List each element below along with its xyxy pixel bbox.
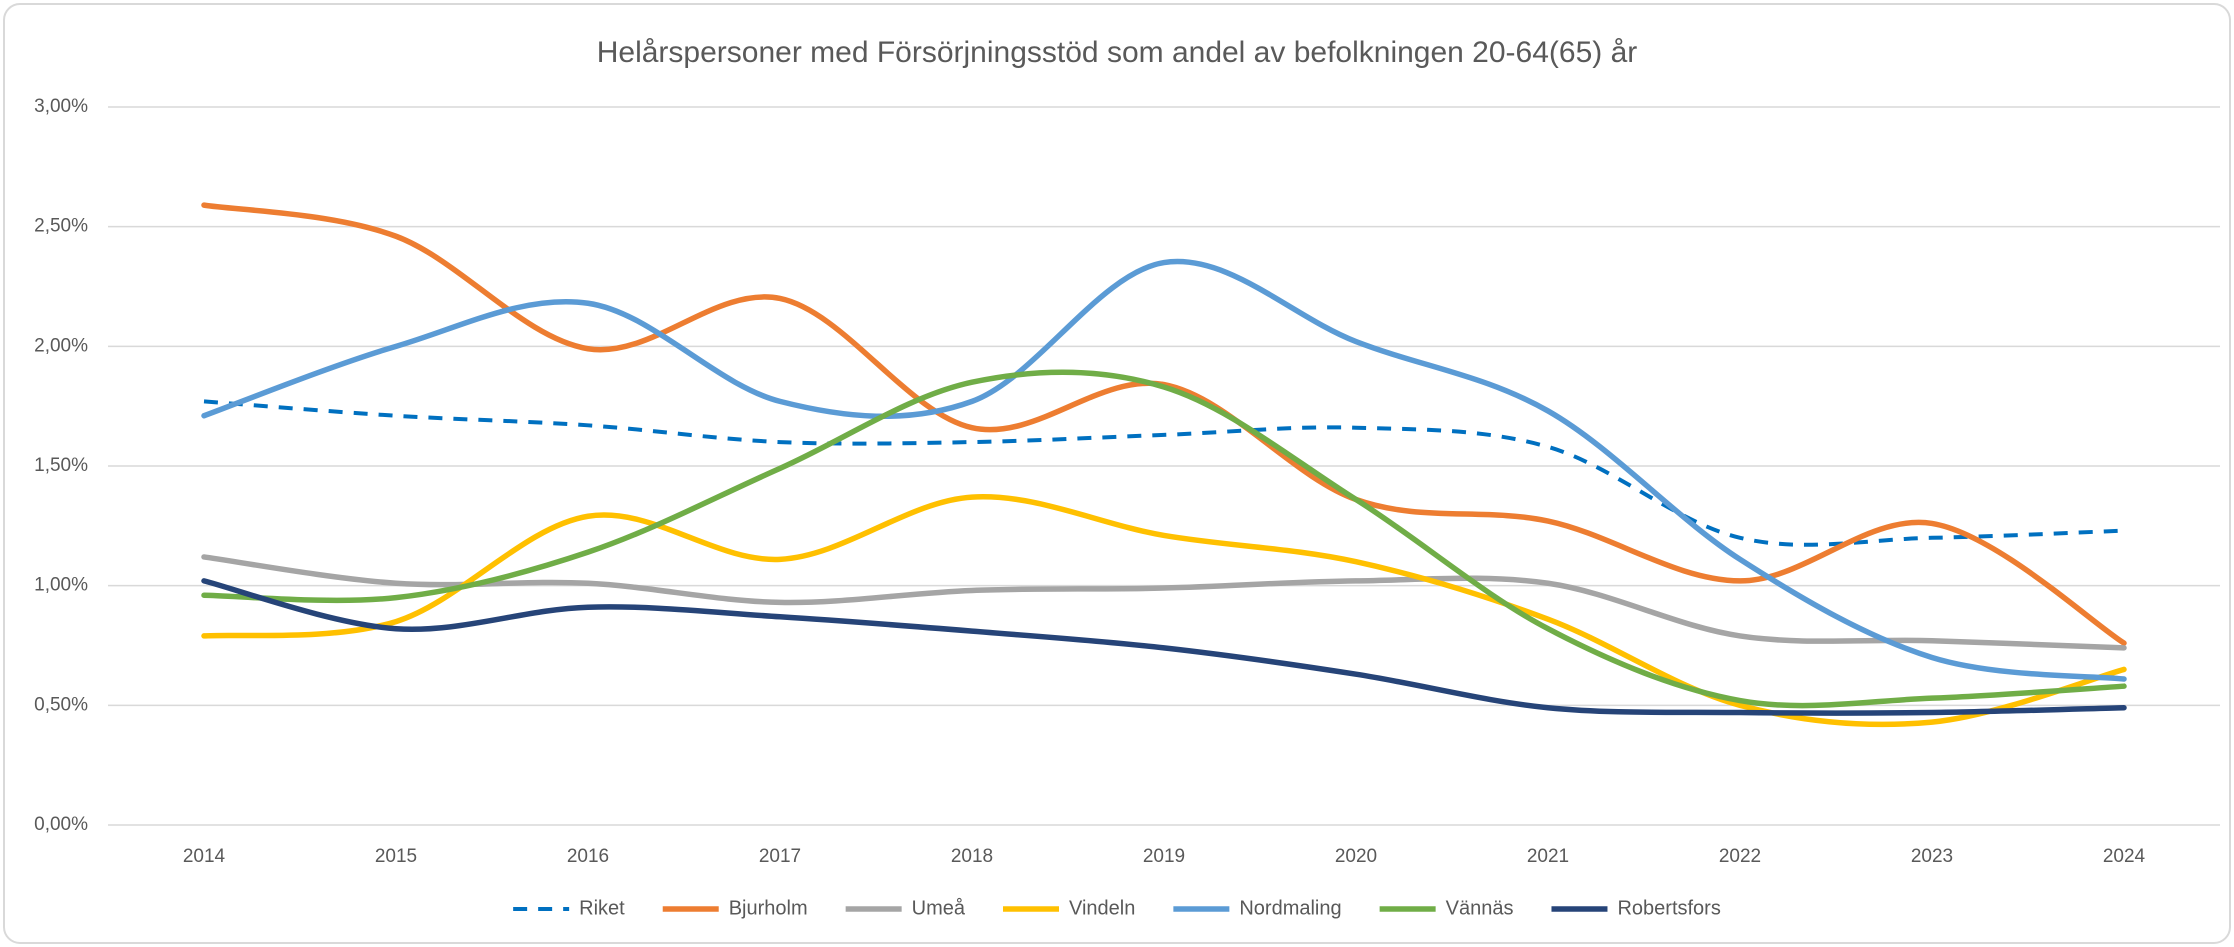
y-tick-label: 0,00% bbox=[34, 814, 88, 835]
legend-label: Riket bbox=[579, 897, 625, 919]
y-tick-label: 2,00% bbox=[34, 335, 88, 356]
chart-frame bbox=[3, 3, 2231, 944]
line-series bbox=[201, 554, 2127, 651]
y-tick-label: 1,00% bbox=[34, 575, 88, 596]
x-tick-label: 2016 bbox=[567, 846, 609, 867]
y-tick-label: 0,50% bbox=[34, 694, 88, 715]
legend-label: Bjurholm bbox=[729, 897, 808, 919]
line-series bbox=[201, 258, 2127, 682]
x-tick-label: 2024 bbox=[2103, 846, 2146, 867]
line-series bbox=[203, 399, 2125, 547]
legend-label: Vindeln bbox=[1069, 897, 1135, 919]
x-tick-label: 2020 bbox=[1335, 846, 1377, 867]
x-tick-label: 2021 bbox=[1527, 846, 1569, 867]
x-tick-label: 2022 bbox=[1719, 846, 1761, 867]
y-tick-label: 2,50% bbox=[34, 216, 88, 237]
chart-title: Helårspersoner med Försörjningsstöd som … bbox=[597, 36, 1638, 69]
line-series bbox=[201, 578, 2127, 716]
x-tick-label: 2023 bbox=[1911, 846, 1953, 867]
legend-label: Nordmaling bbox=[1239, 897, 1341, 919]
y-tick-label: 3,00% bbox=[34, 96, 88, 117]
legend-label: Vännäs bbox=[1446, 897, 1514, 919]
x-tick-label: 2017 bbox=[759, 846, 801, 867]
legend-label: Robertsfors bbox=[1617, 897, 1720, 919]
line-series bbox=[201, 369, 2127, 709]
x-tick-label: 2018 bbox=[951, 846, 993, 867]
y-tick-label: 1,50% bbox=[34, 455, 88, 476]
x-tick-label: 2015 bbox=[375, 846, 417, 867]
x-tick-label: 2014 bbox=[183, 846, 226, 867]
x-tick-label: 2019 bbox=[1143, 846, 1185, 867]
legend-label: Umeå bbox=[912, 897, 966, 919]
line-series bbox=[201, 494, 2127, 728]
